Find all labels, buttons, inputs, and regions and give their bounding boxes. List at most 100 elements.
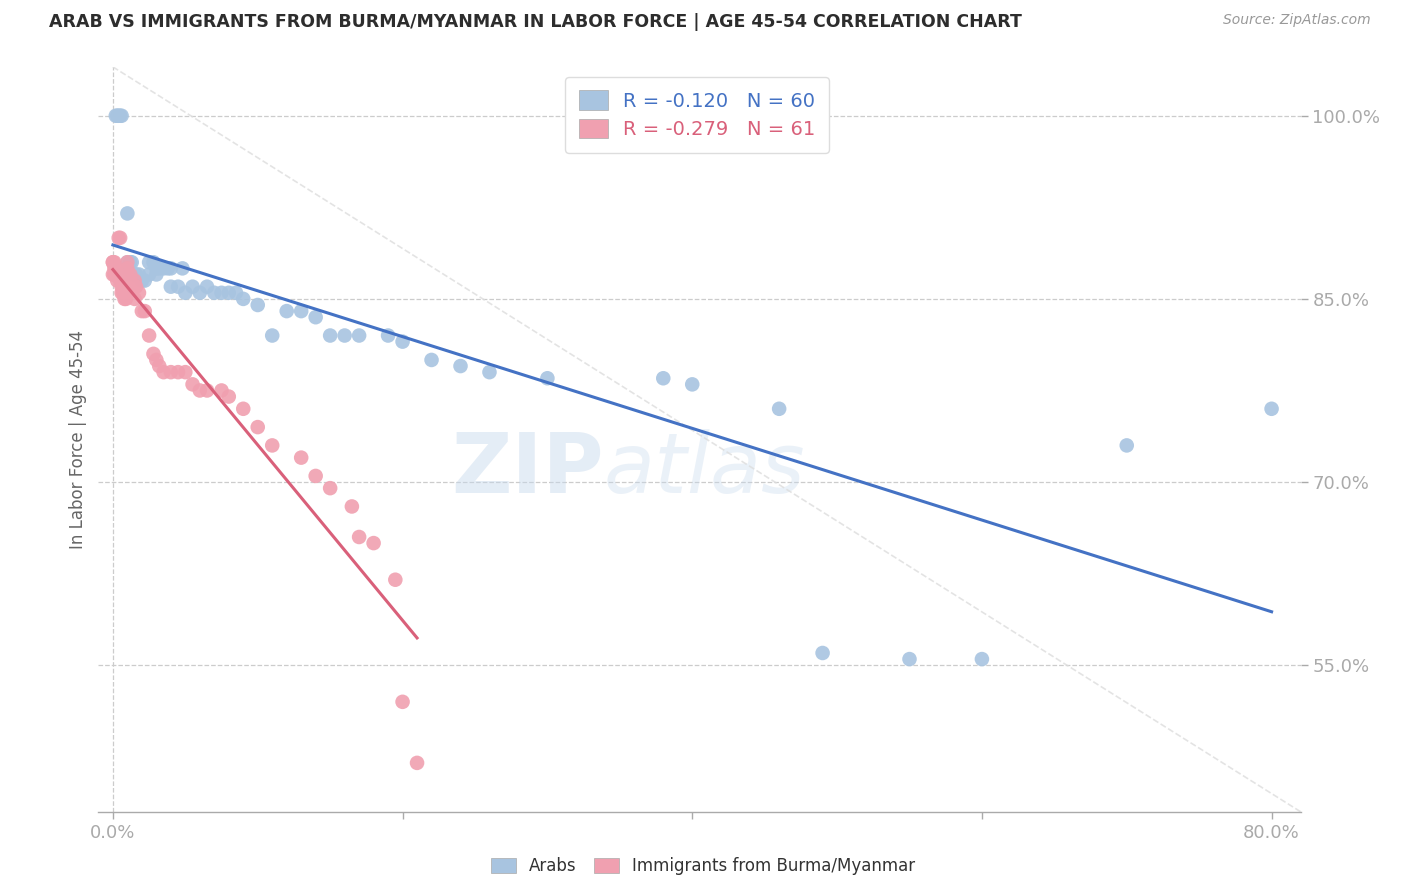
Point bbox=[145, 353, 167, 368]
Point bbox=[120, 268, 142, 282]
Point bbox=[174, 365, 197, 379]
Point bbox=[145, 261, 167, 276]
Point bbox=[218, 390, 240, 404]
Point bbox=[652, 371, 675, 385]
Point bbox=[290, 304, 312, 318]
Point bbox=[107, 231, 129, 245]
Point bbox=[114, 285, 136, 300]
Point bbox=[262, 438, 284, 452]
Point bbox=[152, 261, 174, 276]
Point bbox=[131, 304, 153, 318]
Point bbox=[450, 359, 472, 373]
Point bbox=[172, 261, 194, 276]
Point bbox=[112, 268, 135, 282]
Point bbox=[121, 279, 143, 293]
Point bbox=[167, 365, 190, 379]
Legend: R = -0.120   N = 60, R = -0.279   N = 61: R = -0.120 N = 60, R = -0.279 N = 61 bbox=[565, 77, 830, 153]
Point bbox=[134, 304, 156, 318]
Point bbox=[305, 469, 328, 483]
Point bbox=[478, 365, 501, 379]
Point bbox=[340, 500, 363, 514]
Point bbox=[681, 377, 703, 392]
Point bbox=[363, 536, 385, 550]
Point bbox=[128, 268, 150, 282]
Point bbox=[225, 285, 247, 300]
Point bbox=[108, 231, 131, 245]
Text: Source: ZipAtlas.com: Source: ZipAtlas.com bbox=[1223, 13, 1371, 28]
Point bbox=[160, 365, 183, 379]
Point bbox=[131, 274, 153, 288]
Point bbox=[148, 359, 170, 373]
Point bbox=[117, 268, 139, 282]
Point bbox=[195, 279, 218, 293]
Point bbox=[107, 268, 129, 282]
Point bbox=[276, 304, 298, 318]
Point bbox=[115, 292, 138, 306]
Point bbox=[218, 285, 240, 300]
Point bbox=[319, 481, 342, 495]
Point bbox=[145, 268, 167, 282]
Point bbox=[377, 328, 399, 343]
Point bbox=[305, 310, 328, 325]
Point bbox=[125, 268, 148, 282]
Point bbox=[246, 298, 269, 312]
Legend: Arabs, Immigrants from Burma/Myanmar: Arabs, Immigrants from Burma/Myanmar bbox=[482, 849, 924, 884]
Point bbox=[105, 274, 128, 288]
Point bbox=[181, 279, 204, 293]
Point bbox=[112, 279, 135, 293]
Point bbox=[211, 285, 233, 300]
Point bbox=[290, 450, 312, 465]
Text: ARAB VS IMMIGRANTS FROM BURMA/MYANMAR IN LABOR FORCE | AGE 45-54 CORRELATION CHA: ARAB VS IMMIGRANTS FROM BURMA/MYANMAR IN… bbox=[49, 13, 1022, 31]
Point bbox=[124, 274, 146, 288]
Point bbox=[1115, 438, 1137, 452]
Point bbox=[108, 274, 131, 288]
Point bbox=[125, 279, 148, 293]
Point bbox=[110, 109, 132, 123]
Point bbox=[115, 285, 138, 300]
Point bbox=[142, 347, 165, 361]
Point bbox=[107, 109, 129, 123]
Point bbox=[108, 109, 131, 123]
Text: ZIP: ZIP bbox=[451, 428, 603, 509]
Point bbox=[211, 384, 233, 398]
Point bbox=[148, 261, 170, 276]
Point bbox=[120, 274, 142, 288]
Point bbox=[124, 292, 146, 306]
Point bbox=[104, 109, 127, 123]
Point bbox=[232, 401, 254, 416]
Point bbox=[117, 255, 139, 269]
Point bbox=[101, 255, 124, 269]
Point bbox=[114, 292, 136, 306]
Point bbox=[142, 255, 165, 269]
Point bbox=[138, 328, 160, 343]
Point bbox=[124, 268, 146, 282]
Point bbox=[115, 268, 138, 282]
Point bbox=[156, 261, 179, 276]
Point bbox=[970, 652, 993, 666]
Text: atlas: atlas bbox=[603, 428, 806, 509]
Point bbox=[138, 255, 160, 269]
Point bbox=[319, 328, 342, 343]
Point bbox=[536, 371, 558, 385]
Point bbox=[333, 328, 356, 343]
Point bbox=[406, 756, 429, 770]
Point bbox=[384, 573, 406, 587]
Point bbox=[246, 420, 269, 434]
Point bbox=[391, 334, 413, 349]
Point bbox=[152, 365, 174, 379]
Point bbox=[202, 285, 225, 300]
Point bbox=[110, 285, 132, 300]
Point bbox=[167, 279, 190, 293]
Point bbox=[112, 285, 135, 300]
Point bbox=[181, 377, 204, 392]
Point bbox=[1260, 401, 1282, 416]
Point bbox=[101, 255, 124, 269]
Point bbox=[391, 695, 413, 709]
Y-axis label: In Labor Force | Age 45-54: In Labor Force | Age 45-54 bbox=[69, 330, 87, 549]
Point bbox=[120, 255, 142, 269]
Point bbox=[117, 255, 139, 269]
Point bbox=[121, 255, 143, 269]
Point bbox=[898, 652, 921, 666]
Point bbox=[188, 285, 211, 300]
Point bbox=[160, 261, 183, 276]
